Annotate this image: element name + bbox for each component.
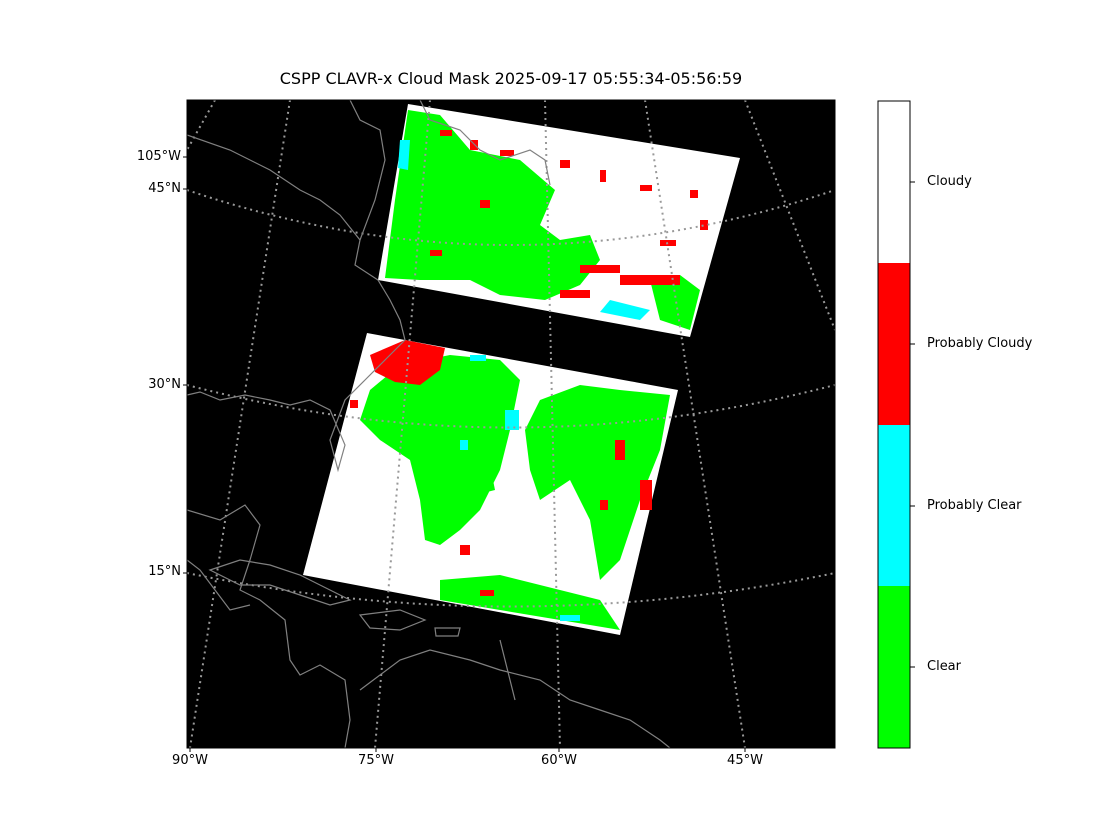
frame-ticks [183, 156, 746, 752]
coastlines [187, 100, 671, 748]
lat-label-30n: 30°N [148, 377, 181, 392]
upper-swath-probcloudy [430, 130, 708, 298]
colorbar-probably-cloudy [878, 263, 910, 425]
meridian-60w [544, 100, 561, 748]
lat-label-15n: 15°N [148, 564, 181, 579]
colorbar-probably-clear [878, 425, 910, 586]
coast-south-america [359, 649, 671, 748]
colorbar-label-clear: Clear [927, 659, 961, 674]
coast-central-america [187, 504, 351, 748]
meridian-75w [374, 100, 431, 748]
map-title: CSPP CLAVR-x Cloud Mask 2025-09-17 05:55… [279, 69, 743, 88]
colorbar-clear [878, 586, 910, 748]
upper-swath-probclear [600, 300, 650, 320]
graticule [187, 100, 835, 748]
map-frame [186, 99, 836, 749]
colorbar-cloudy [878, 101, 910, 263]
lower-swath [303, 333, 678, 635]
coast-north-america [187, 100, 406, 473]
lat-label-105w: 105°W [136, 149, 181, 164]
parallel-15n [187, 572, 835, 608]
lower-swath-probcloudy-main [370, 340, 445, 385]
lon-label-90w: 90°W [172, 753, 208, 768]
lower-swath-clear-2 [525, 385, 670, 580]
coast-great-lakes [187, 134, 361, 241]
colorbar [877, 100, 915, 749]
upper-swath-clear-2 [650, 275, 700, 330]
coast-lesser-antilles [499, 639, 516, 701]
coast-mexico-gulf [187, 559, 251, 611]
colorbar-frame [877, 100, 911, 749]
coast-cuba [208, 559, 352, 606]
lon-label-75w: 75°W [358, 753, 394, 768]
lower-swath-clear [360, 355, 520, 545]
colorbar-label-cloudy: Cloudy [927, 174, 972, 189]
upper-swath [378, 104, 740, 337]
meridian-90w [189, 100, 291, 748]
meridian-30w [744, 100, 835, 331]
lat-label-45n: 45°N [148, 181, 181, 196]
lon-label-60w: 60°W [541, 753, 577, 768]
lower-swath-clear-4 [470, 465, 495, 495]
colorbar-label-probably-clear: Probably Clear [927, 498, 1022, 513]
coast-canada [419, 100, 551, 186]
lon-label-45w: 45°W [727, 753, 763, 768]
colorbar-label-probably-cloudy: Probably Cloudy [927, 336, 1033, 351]
meridian-45w [644, 100, 746, 748]
parallel-45n [187, 189, 835, 246]
upper-swath-probclear-2 [398, 140, 410, 170]
lower-swath-probcloudy [350, 400, 652, 596]
colorbar-ticks [910, 181, 915, 668]
coast-hispaniola [358, 609, 427, 631]
coast-puerto-rico [434, 627, 461, 637]
lower-swath-probclear [460, 355, 580, 621]
